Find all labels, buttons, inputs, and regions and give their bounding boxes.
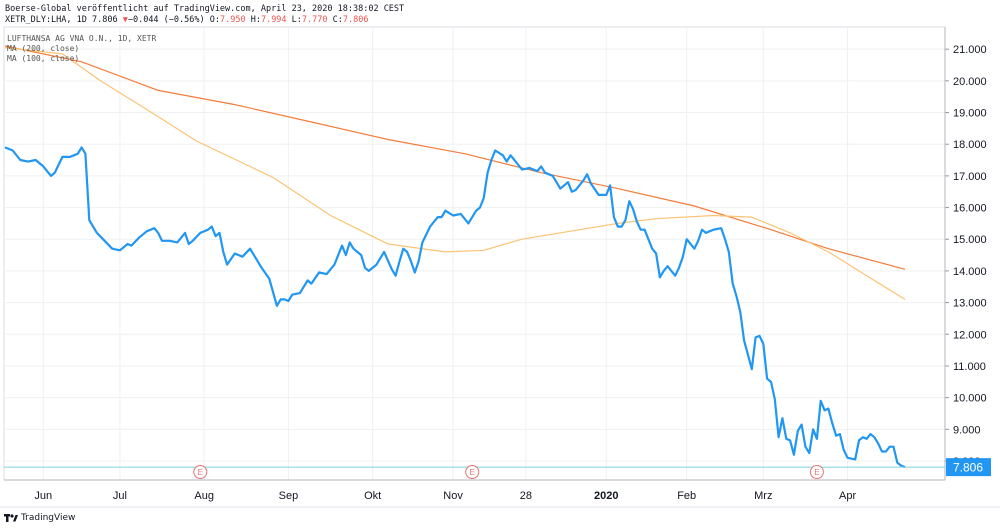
legend-title: LUFTHANSA AG VNA O.N., 1D, XETR (7, 34, 157, 43)
earnings-event-label: E (814, 468, 819, 477)
earnings-event-icon[interactable] (465, 465, 480, 479)
open-label: O: (209, 15, 220, 25)
earnings-event-label: E (198, 468, 203, 477)
x-tick-label: Mrz (754, 490, 772, 502)
earnings-event-icon[interactable] (809, 465, 824, 479)
tradingview-logo-icon (4, 514, 18, 522)
open-value: 7.950 (219, 15, 246, 25)
x-tick-label: Feb (677, 490, 696, 502)
tradingview-footer[interactable]: TradingView (4, 513, 75, 523)
y-tick-label: 16.000 (953, 203, 987, 215)
y-tick-label: 19.000 (953, 108, 987, 120)
down-triangle-icon: ▼ (122, 15, 128, 25)
y-tick-label: 10.000 (953, 393, 987, 405)
legend-ma100: MA (100, close) (7, 54, 80, 63)
x-tick-label: Apr (839, 490, 856, 502)
earnings-event-icon[interactable] (193, 465, 208, 479)
x-tick-label: Aug (194, 490, 214, 502)
legend-ma200: MA (200, close) (7, 44, 80, 53)
x-tick-label: Jul (113, 490, 127, 502)
earnings-event-label: E (470, 468, 475, 477)
low-value: 7.770 (301, 15, 328, 25)
x-tick-label: Sep (279, 490, 299, 502)
x-tick-label: 2020 (594, 490, 618, 502)
price-line (4, 146, 906, 469)
last-price-label: 7.806 (953, 461, 983, 475)
high-label: H: (250, 15, 261, 25)
x-tick-label: Okt (364, 490, 381, 502)
x-tick-label: Nov (443, 490, 463, 502)
y-tick-label: 15.000 (953, 234, 987, 246)
tradingview-brand: TradingView (21, 513, 76, 523)
plot-area (3, 26, 946, 481)
ohlc-summary: XETR_DLY:LHA, 1D 7.806 ▼−0.044 (−0.56%) … (5, 15, 368, 25)
x-tick-label: Jun (34, 490, 52, 502)
close-label: C: (332, 15, 343, 25)
y-tick-label: 11.000 (953, 361, 986, 373)
y-tick-label: 9.000 (953, 424, 981, 436)
y-tick-label: 20.000 (953, 76, 987, 88)
ma200-line (4, 45, 906, 270)
publication-info: Boerse-Global veröffentlicht auf Trading… (5, 4, 405, 14)
y-tick-label: 21.000 (953, 44, 987, 56)
y-tick-label: 12.000 (953, 329, 987, 341)
low-label: L: (291, 15, 302, 25)
y-tick-label: 13.000 (953, 298, 987, 310)
symbol-label: XETR_DLY:LHA, 1D 7.806 (5, 15, 118, 25)
price-change: −0.044 (−0.56%) (127, 15, 205, 25)
close-value: 7.806 (342, 15, 369, 25)
y-tick-label: 17.000 (953, 171, 987, 183)
y-tick-label: 14.000 (953, 266, 987, 278)
last-price-badge (946, 458, 991, 477)
ma100-line (4, 47, 906, 300)
high-value: 7.994 (260, 15, 287, 25)
x-tick-label: 28 (520, 490, 532, 502)
y-tick-label: 18.000 (953, 139, 987, 151)
